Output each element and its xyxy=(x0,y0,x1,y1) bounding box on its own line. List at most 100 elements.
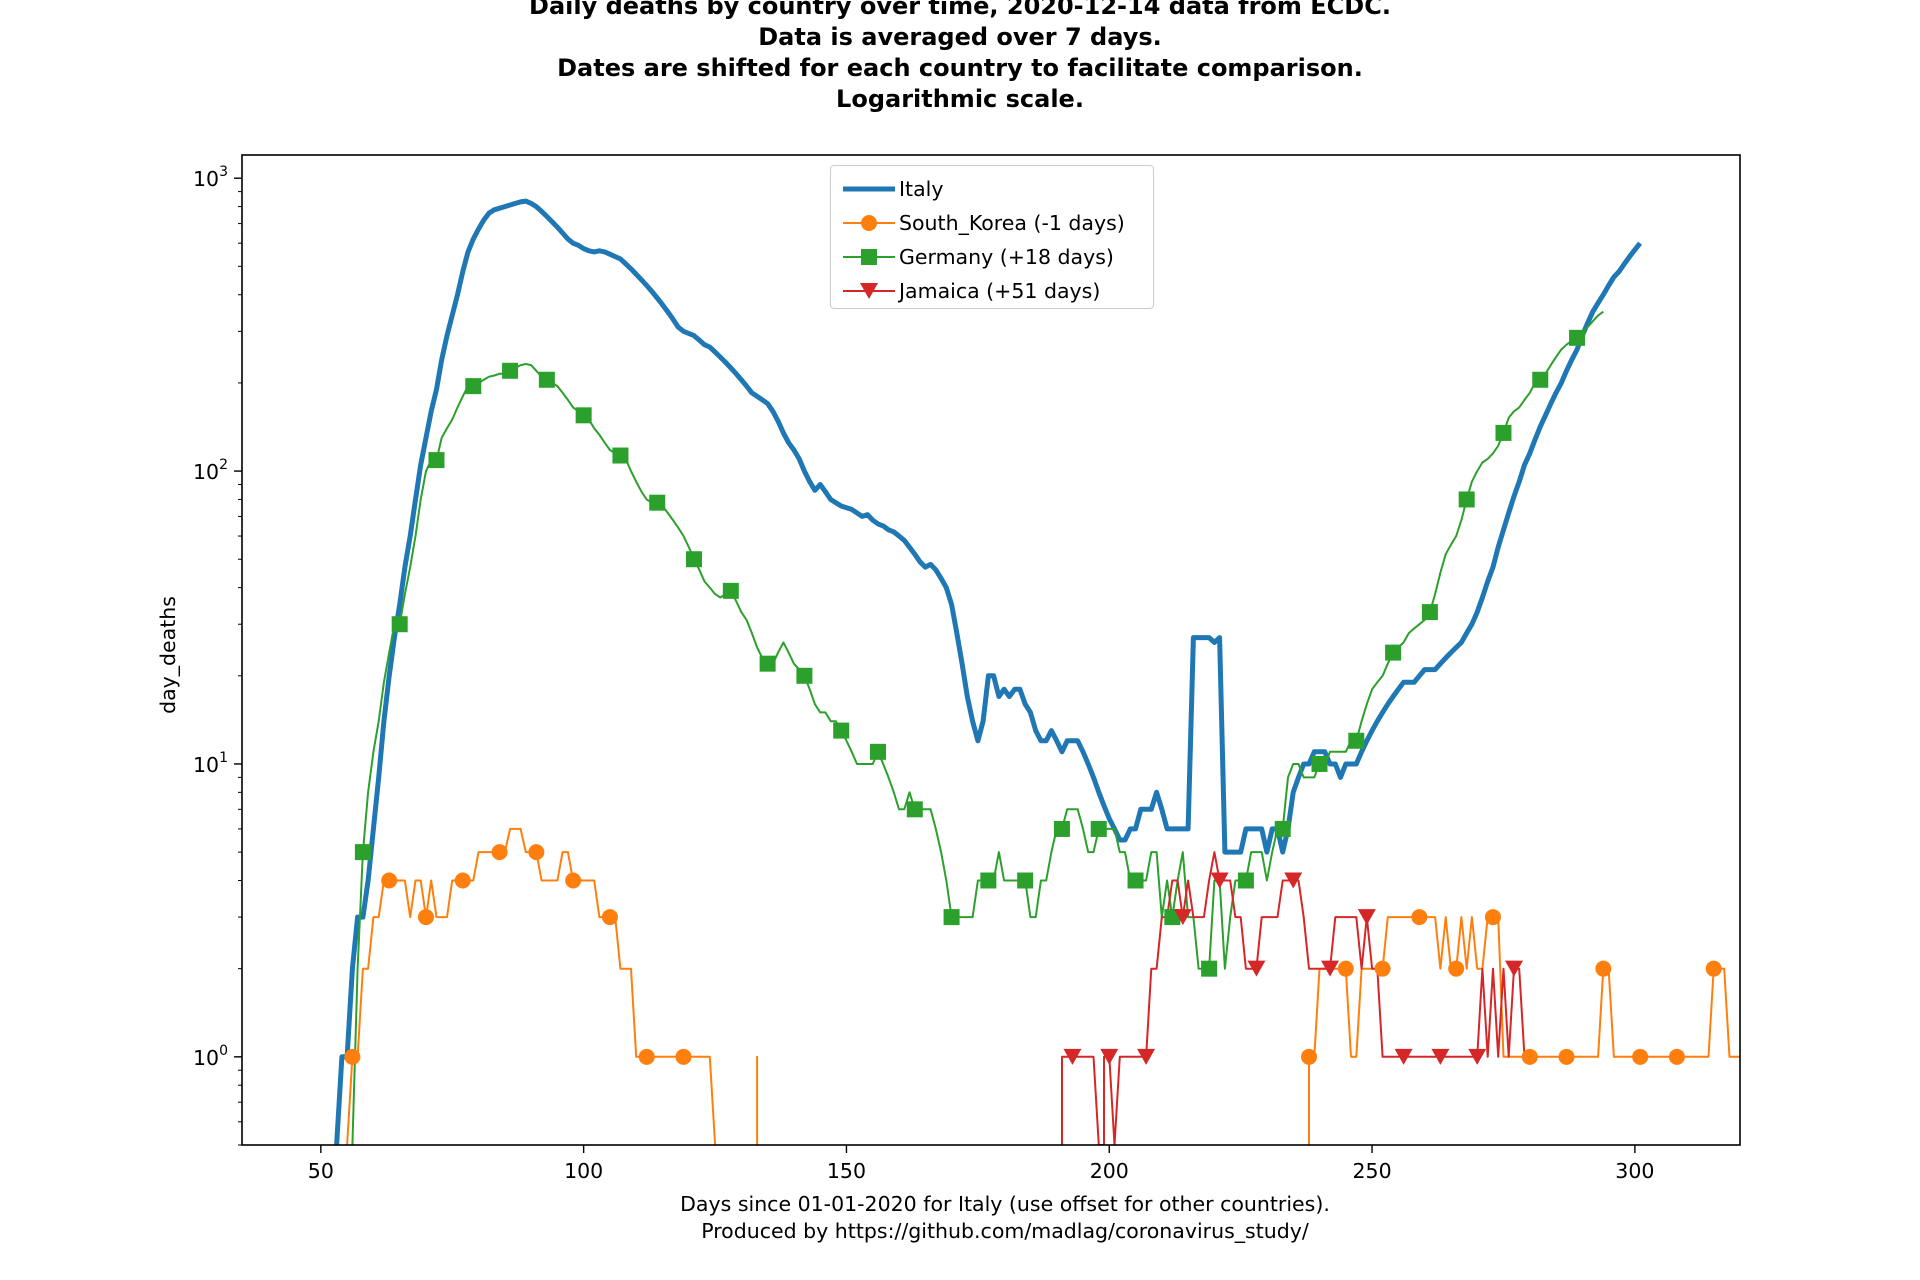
marker-south-korea xyxy=(1484,909,1501,926)
marker-south-korea xyxy=(1521,1048,1538,1065)
marker-germany xyxy=(391,616,408,633)
marker-germany xyxy=(1421,604,1438,621)
marker-south-korea xyxy=(1558,1048,1575,1065)
markers-layer xyxy=(344,329,1722,1065)
marker-germany xyxy=(1274,820,1291,837)
title-line-3: Dates are shifted for each country to fa… xyxy=(557,54,1363,82)
marker-jamaica xyxy=(1284,872,1303,889)
marker-germany xyxy=(575,407,592,424)
marker-germany xyxy=(1569,329,1586,346)
marker-germany xyxy=(465,378,482,395)
marker-germany xyxy=(796,667,813,684)
x-axis-label-line-2: Produced by https://github.com/madlag/co… xyxy=(701,1219,1309,1243)
marker-germany xyxy=(1127,872,1144,889)
x-axis-label-line-1: Days since 01-01-2020 for Italy (use off… xyxy=(680,1192,1330,1216)
marker-germany xyxy=(943,909,960,926)
legend: Italy South_Korea (-1 days) Germany (+18… xyxy=(830,165,1154,309)
marker-jamaica xyxy=(1504,960,1523,977)
marker-jamaica xyxy=(1063,1048,1082,1065)
title-line-1: Daily deaths by country over time, 2020-… xyxy=(529,0,1391,20)
marker-south-korea xyxy=(638,1048,655,1065)
marker-germany xyxy=(538,371,555,388)
marker-germany xyxy=(1532,371,1549,388)
marker-south-korea xyxy=(454,872,471,889)
marker-south-korea xyxy=(1411,909,1428,926)
marker-germany xyxy=(1495,424,1512,441)
marker-germany xyxy=(612,447,629,464)
x-axis: 50 100 150 200 250 300 xyxy=(308,1145,1654,1183)
y-tick-label: 102 xyxy=(193,457,228,484)
x-tick-label: 150 xyxy=(827,1159,866,1183)
marker-germany xyxy=(1458,491,1475,508)
marker-south-korea xyxy=(1337,960,1354,977)
legend-item-germany: Germany (+18 days) xyxy=(831,240,1153,274)
marker-germany xyxy=(354,844,371,861)
series-line-italy xyxy=(334,198,1643,1145)
series-line-germany xyxy=(351,310,1604,1145)
marker-south-korea xyxy=(1448,960,1465,977)
legend-item-south-korea: South_Korea (-1 days) xyxy=(831,206,1153,240)
marker-germany xyxy=(649,494,666,511)
marker-germany xyxy=(1053,820,1070,837)
marker-south-korea xyxy=(1668,1048,1685,1065)
x-tick-label: 200 xyxy=(1090,1159,1129,1183)
plot-frame xyxy=(241,154,1741,1146)
marker-south-korea xyxy=(1595,960,1612,977)
marker-jamaica xyxy=(1210,872,1229,889)
marker-germany xyxy=(1348,732,1365,749)
marker-germany xyxy=(502,362,519,379)
y-tick-label: 101 xyxy=(193,750,228,777)
x-tick-label: 50 xyxy=(308,1159,334,1183)
marker-south-korea xyxy=(1300,1048,1317,1065)
marker-germany xyxy=(1017,872,1034,889)
title-line-2: Data is averaged over 7 days. xyxy=(758,23,1162,51)
chart-title: Daily deaths by country over time, 2020-… xyxy=(0,0,1920,115)
legend-item-jamaica: Jamaica (+51 days) xyxy=(831,274,1153,308)
series-layer xyxy=(334,198,1740,1145)
marker-south-korea xyxy=(675,1048,692,1065)
legend-label-italy: Italy xyxy=(899,177,944,201)
marker-jamaica xyxy=(1321,960,1340,977)
x-axis-label: Days since 01-01-2020 for Italy (use off… xyxy=(0,1191,1920,1245)
marker-germany xyxy=(1385,644,1402,661)
marker-south-korea xyxy=(1374,960,1391,977)
series-line-south-korea xyxy=(346,827,1740,1145)
marker-germany xyxy=(686,551,703,568)
marker-germany xyxy=(833,722,850,739)
marker-jamaica xyxy=(1137,1048,1156,1065)
legend-label-jamaica: Jamaica (+51 days) xyxy=(899,279,1101,303)
x-tick-label: 250 xyxy=(1352,1159,1391,1183)
marker-south-korea xyxy=(565,872,582,889)
y-axis-label: day_deaths xyxy=(156,596,180,714)
marker-germany xyxy=(759,655,776,672)
marker-germany xyxy=(906,801,923,818)
x-tick-label: 300 xyxy=(1615,1159,1654,1183)
marker-south-korea xyxy=(491,844,508,861)
marker-jamaica xyxy=(1173,909,1192,926)
series-line-jamaica xyxy=(1061,851,1530,1145)
marker-south-korea xyxy=(601,909,618,926)
marker-jamaica xyxy=(1468,1048,1487,1065)
marker-south-korea xyxy=(1705,960,1722,977)
marker-germany xyxy=(869,743,886,760)
y-tick-label: 103 xyxy=(193,164,228,191)
marker-germany xyxy=(428,452,445,469)
marker-germany xyxy=(722,582,739,599)
title-line-4: Logarithmic scale. xyxy=(836,85,1084,113)
marker-germany xyxy=(1237,872,1254,889)
x-tick-label: 100 xyxy=(564,1159,603,1183)
y-tick-label: 100 xyxy=(193,1043,228,1070)
marker-jamaica xyxy=(1431,1048,1450,1065)
marker-germany xyxy=(1201,960,1218,977)
marker-germany xyxy=(1090,820,1107,837)
marker-south-korea xyxy=(1632,1048,1649,1065)
legend-label-south-korea: South_Korea (-1 days) xyxy=(899,211,1125,235)
legend-label-germany: Germany (+18 days) xyxy=(899,245,1114,269)
marker-jamaica xyxy=(1394,1048,1413,1065)
marker-jamaica xyxy=(1100,1048,1119,1065)
marker-south-korea xyxy=(528,844,545,861)
marker-south-korea xyxy=(344,1048,361,1065)
marker-jamaica xyxy=(1247,960,1266,977)
marker-germany xyxy=(1311,755,1328,772)
